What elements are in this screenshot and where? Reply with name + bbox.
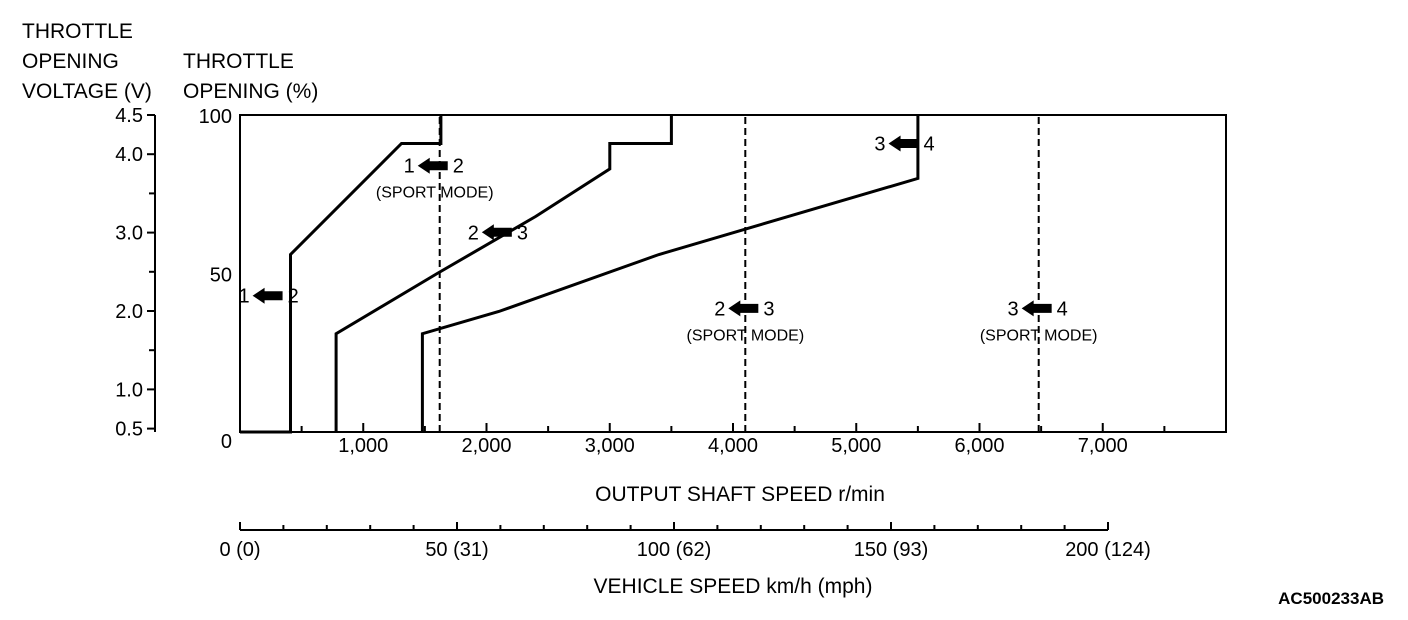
figure-code: AC500233AB	[1278, 589, 1384, 608]
left-arrow-icon	[481, 224, 512, 241]
voltage-tick-label: 0.5	[115, 419, 143, 441]
x-tick-label: 7,000	[1078, 435, 1128, 457]
shift-to-label: 4	[924, 134, 935, 156]
shift-annotations: 1 22 33 41 2(SPORT MODE)2 3(SPORT MODE)3 4(SPO…	[238, 134, 1097, 345]
speed-tick-label: 100 (62)	[637, 539, 712, 561]
shift-from-label: 3	[874, 134, 885, 156]
speed-tick-label: 150 (93)	[854, 539, 929, 561]
shift-line-1-2	[240, 115, 443, 434]
x-axis-title: OUTPUT SHAFT SPEED r/min	[595, 483, 885, 506]
left-axis-title-line-1: THROTTLE	[22, 20, 133, 43]
shift-annotation: 2 3 (SPORT MODE)	[687, 298, 805, 344]
x-tick-label: 1,000	[338, 435, 388, 457]
sport-mode-label: (SPORT MODE)	[376, 185, 494, 202]
left-axis-title-line-2: OPENING	[22, 50, 119, 73]
voltage-tick-label: 4.5	[115, 105, 143, 127]
right-axis-title-line-2: OPENING (%)	[183, 80, 318, 103]
left-arrow-icon	[888, 135, 919, 152]
x-tick-label: 3,000	[585, 435, 635, 457]
sport-mode-label: (SPORT MODE)	[980, 327, 1098, 344]
left-axis-title: THROTTLE OPENING VOLTAGE (V)	[22, 20, 152, 103]
shift-from-label: 1	[238, 286, 249, 308]
shift-lines	[240, 115, 1040, 434]
speed-tick-label: 0 (0)	[219, 539, 260, 561]
shift-to-label: 4	[1057, 298, 1068, 320]
voltage-tick-label: 3.0	[115, 223, 143, 245]
throttle-tick-label: 0	[221, 431, 232, 453]
shift-to-label: 3	[763, 298, 774, 320]
right-axis-title-line-1: THROTTLE	[183, 50, 294, 73]
left-arrow-icon	[1021, 300, 1052, 317]
left-arrow-icon	[252, 287, 283, 304]
shift-annotation: 3 4 (SPORT MODE)	[980, 298, 1098, 344]
left-arrow-icon	[417, 157, 448, 174]
voltage-axis-ticks: 0.5 1.0 2.0 3.0 4.0 4.5	[115, 105, 155, 441]
plot-frame	[239, 114, 1227, 433]
output-shaft-speed-ticks: 1,000 2,000 3,000 4,000 5,000 6,000 7,000	[300, 423, 1166, 457]
throttle-axis-ticks: 0 50 100	[199, 106, 232, 453]
shift-from-label: 3	[1008, 298, 1019, 320]
voltage-tick-label: 4.0	[115, 144, 143, 166]
x-tick-label: 6,000	[954, 435, 1004, 457]
shift-to-label: 2	[288, 286, 299, 308]
shift-from-label: 2	[468, 222, 479, 244]
shift-from-label: 1	[404, 156, 415, 178]
vehicle-speed-axis-title: VEHICLE SPEED km/h (mph)	[594, 575, 873, 598]
sport-mode-label: (SPORT MODE)	[687, 327, 805, 344]
voltage-tick-label: 1.0	[115, 379, 143, 401]
speed-tick-label: 50 (31)	[425, 539, 488, 561]
shift-to-label: 3	[517, 222, 528, 244]
x-tick-label: 4,000	[708, 435, 758, 457]
shift-to-label: 2	[453, 156, 464, 178]
shift-line-2-3	[334, 115, 673, 432]
shift-from-label: 2	[714, 298, 725, 320]
throttle-tick-label: 50	[210, 265, 232, 287]
shift-annotation: 1 2 (SPORT MODE)	[376, 156, 494, 202]
shift-line-3-4	[420, 115, 920, 432]
voltage-tick-label: 2.0	[115, 301, 143, 323]
right-axis-title: THROTTLE OPENING (%)	[183, 50, 318, 103]
vehicle-speed-ticks: 0 (0) 50 (31) 100 (62) 150 (93) 200 (124)	[219, 522, 1151, 561]
left-axis-title-line-3: VOLTAGE (V)	[22, 80, 152, 103]
left-arrow-icon	[728, 300, 759, 317]
throttle-tick-label: 100	[199, 106, 232, 128]
speed-tick-label: 200 (124)	[1065, 539, 1151, 561]
x-tick-label: 5,000	[831, 435, 881, 457]
x-tick-label: 2,000	[461, 435, 511, 457]
